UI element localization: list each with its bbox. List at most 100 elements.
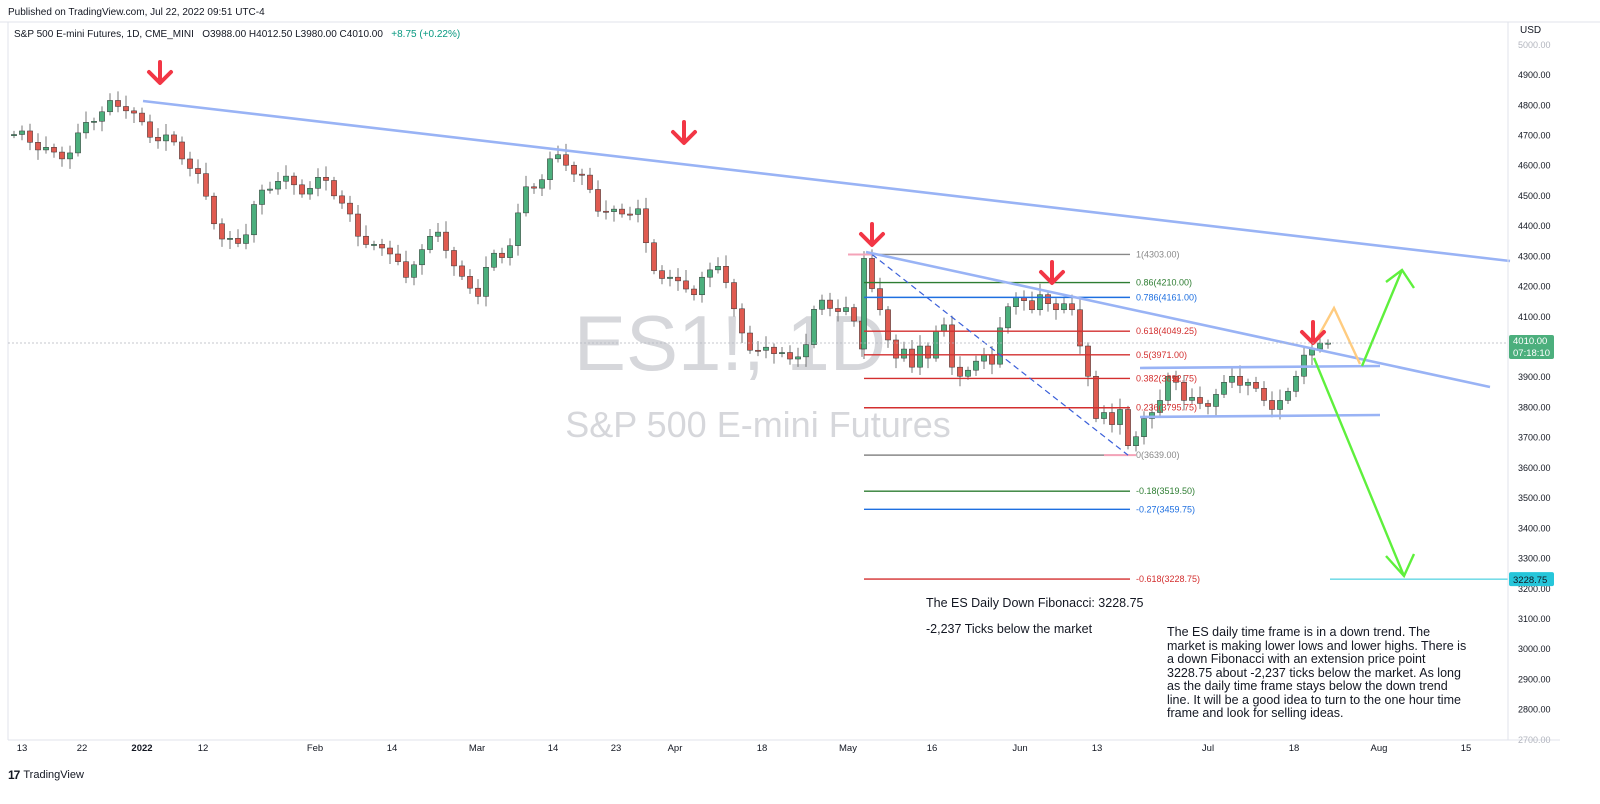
candle-up [11, 134, 17, 136]
candle-up [107, 100, 113, 113]
fib-label: -0.18(3519.50) [1136, 486, 1195, 496]
candle-down [195, 168, 201, 174]
range-bottom-line [1139, 413, 1381, 419]
candle-up [1037, 294, 1043, 311]
y-tick-label: 3600.00 [1518, 463, 1551, 473]
fib-diagonal [871, 253, 1129, 456]
candle-down [395, 253, 401, 262]
candle-up [1149, 412, 1155, 419]
currency-label: USD [1520, 25, 1541, 36]
candle-down [235, 238, 241, 244]
fib-label: 0.618(4049.25) [1136, 326, 1197, 336]
candle-up [259, 189, 265, 205]
green-down-path [1312, 357, 1406, 577]
candle-up [1101, 412, 1107, 419]
tradingview-brand[interactable]: 17 TradingView [8, 768, 84, 782]
y-tick-label: 5000.00 [1518, 40, 1551, 50]
candle-down [1045, 294, 1051, 304]
candle-up [1213, 394, 1219, 407]
candle-up [427, 236, 433, 250]
x-tick-label: 22 [77, 743, 88, 754]
candle-down [691, 288, 697, 296]
candle-down [957, 366, 963, 377]
candle-down [747, 332, 753, 351]
candle-up [843, 307, 849, 312]
candle-up [1157, 400, 1163, 413]
x-tick-label: 13 [17, 743, 28, 754]
candle-down [1029, 300, 1035, 311]
candle-down [35, 142, 41, 151]
x-tick-label: 2022 [131, 743, 152, 754]
fib-label: 1(4303.00) [1136, 249, 1180, 259]
candle-down [147, 121, 153, 138]
candle-up [1141, 418, 1147, 437]
y-tick-label: 3500.00 [1518, 493, 1551, 503]
ohlc-values: O3988.00 H4012.50 L3980.00 C4010.00 [202, 29, 383, 40]
tradingview-logo-icon: 17 [8, 768, 20, 782]
candle-up [547, 158, 553, 180]
down-arrow-head [1039, 270, 1065, 285]
down-arrow-icon [1300, 320, 1326, 345]
candle-up [763, 346, 769, 351]
candle-up [227, 238, 233, 240]
fib-label: 0.382(3892.75) [1136, 373, 1197, 383]
candle-down [475, 287, 481, 297]
candle-up [707, 269, 713, 278]
candle-up [307, 188, 313, 195]
major-downtrend-line [142, 99, 1511, 263]
x-tick-label: 13 [1092, 743, 1103, 754]
y-tick-label: 4900.00 [1518, 70, 1551, 80]
candle-down [1069, 303, 1075, 311]
candle-down [291, 175, 297, 186]
candle-down [675, 276, 681, 282]
candle-down [1261, 388, 1267, 401]
candle-down [1109, 412, 1115, 425]
y-tick-label: 4100.00 [1518, 312, 1551, 322]
candle-down [851, 307, 857, 322]
candle-down [651, 242, 657, 271]
x-tick-label: Jun [1012, 743, 1027, 754]
down-arrow-head [859, 232, 885, 247]
candle-down [179, 141, 185, 160]
y-tick-label: 2700.00 [1518, 735, 1551, 745]
candle-up [275, 180, 281, 190]
green-up-arrowhead [1385, 268, 1415, 289]
candle-up [1229, 375, 1235, 383]
y-tick-label: 3300.00 [1518, 554, 1551, 564]
candle-down [187, 158, 193, 169]
candle-down [587, 174, 593, 190]
x-tick-label: 16 [927, 743, 938, 754]
candle-up [411, 264, 417, 278]
candle-down [787, 352, 793, 360]
symbol-name[interactable]: S&P 500 E-mini Futures, 1D, CME_MINI [14, 29, 194, 40]
candle-up [1221, 382, 1227, 395]
candle-down [989, 354, 995, 365]
candle-up [371, 244, 377, 246]
fibonacci-levels: 1(4303.00) 0.86(4210.00) 0.786(4161.00) 0.6… [848, 249, 1508, 584]
candle-down [443, 231, 449, 251]
minor-downtrend-line [865, 250, 1491, 389]
x-tick-label: 18 [1289, 743, 1300, 754]
candle-down [877, 288, 883, 311]
y-tick-label: 4300.00 [1518, 251, 1551, 261]
candle-up [419, 249, 425, 266]
candle-up [1013, 297, 1019, 307]
candle-down [1093, 375, 1099, 419]
y-tick-label: 3100.00 [1518, 614, 1551, 624]
candle-down [563, 154, 569, 166]
y-tick-label: 3700.00 [1518, 433, 1551, 443]
candle-down [1021, 297, 1027, 301]
candle-down [1205, 403, 1211, 407]
candles [11, 91, 1331, 452]
candle-down [909, 348, 915, 368]
target-price-badge [1509, 572, 1554, 587]
green-up-path [1360, 269, 1404, 367]
y-tick-label: 2800.00 [1518, 705, 1551, 715]
candle-down [1077, 309, 1083, 347]
x-tick-label: Aug [1371, 743, 1388, 754]
candle-up [483, 267, 489, 297]
candle-up [91, 121, 97, 123]
axes: USD 5000.00 4900.00 4800.00 4700.00 4600.00 45… [0, 21, 1600, 754]
candle-up [83, 122, 89, 134]
